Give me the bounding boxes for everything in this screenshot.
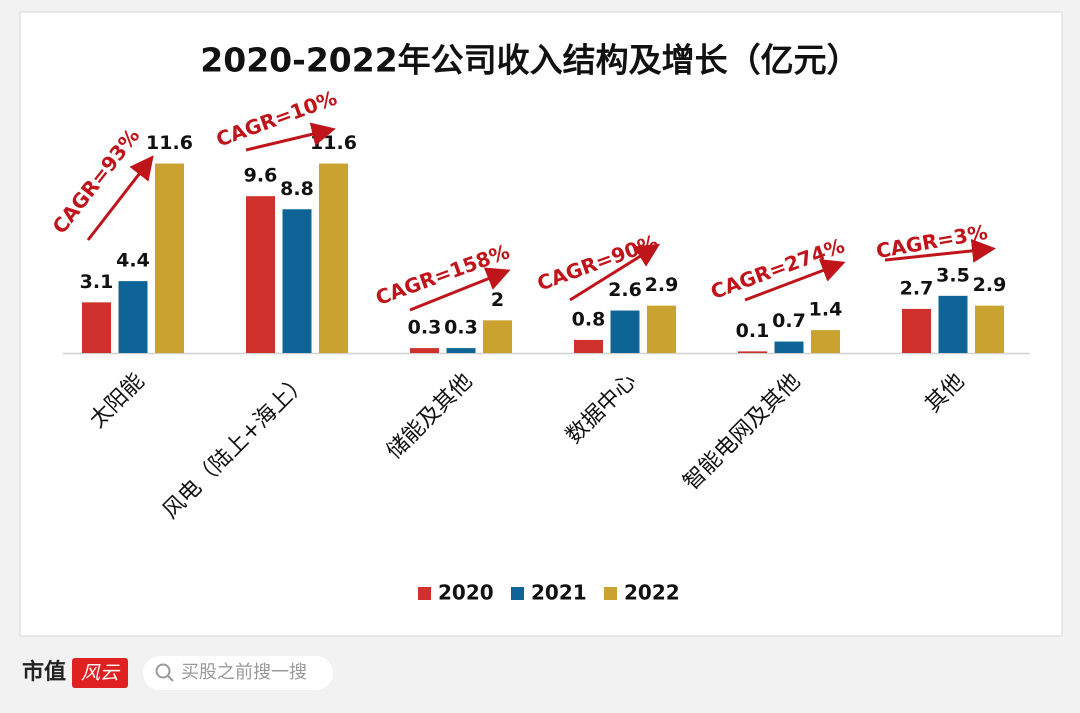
bar xyxy=(574,339,603,353)
bar xyxy=(246,196,275,353)
brand-logo-box xyxy=(72,658,128,688)
value-label: 1.4 xyxy=(809,299,843,321)
annotation-arrow xyxy=(569,243,661,302)
value-label: 2.9 xyxy=(645,274,679,296)
value-label: 11.6 xyxy=(146,132,193,154)
search-icon xyxy=(155,663,171,679)
bar xyxy=(647,305,676,353)
brand-logo: 风云 xyxy=(81,662,121,684)
legend-swatch xyxy=(418,587,431,600)
brand-name: 市值 xyxy=(22,659,66,685)
value-label: 9.6 xyxy=(244,165,278,187)
bar xyxy=(811,330,840,353)
value-label: 3.1 xyxy=(80,271,114,293)
bar xyxy=(774,341,804,353)
bar xyxy=(446,348,476,353)
bar xyxy=(975,305,1004,353)
value-label: 2.6 xyxy=(608,279,642,301)
bar xyxy=(483,320,512,353)
search-box[interactable] xyxy=(143,656,333,690)
annotation-arrow xyxy=(884,238,996,263)
bar xyxy=(155,163,184,353)
annotation-arrow xyxy=(744,259,846,302)
value-label: 2.9 xyxy=(973,274,1007,296)
value-label: 8.8 xyxy=(280,178,314,200)
legend-swatch xyxy=(604,587,617,600)
bar xyxy=(82,302,111,353)
value-label: 2 xyxy=(491,289,504,311)
chart-title: 2020-2022年公司收入结构及增长（亿元） xyxy=(200,41,859,80)
annotation-arrow xyxy=(86,155,154,241)
value-label: 0.3 xyxy=(408,317,442,339)
value-label: 11.6 xyxy=(310,132,357,154)
legend-label: 2022 xyxy=(624,581,680,605)
value-label: 0.7 xyxy=(772,310,806,332)
bar xyxy=(738,351,767,353)
legend-label: 2020 xyxy=(438,581,494,605)
bar xyxy=(282,209,312,353)
value-label: 0.1 xyxy=(736,320,770,342)
bar xyxy=(410,348,439,353)
value-label: 3.5 xyxy=(936,264,970,286)
annotation-arrow xyxy=(409,267,511,312)
bar xyxy=(902,308,931,353)
value-label: 2.7 xyxy=(900,277,934,299)
value-label: 0.8 xyxy=(572,308,606,330)
legend-swatch xyxy=(511,587,524,600)
bar xyxy=(118,281,148,353)
value-label: 0.3 xyxy=(444,317,478,339)
search-placeholder: 买股之前搜一搜 xyxy=(181,662,307,683)
bar xyxy=(610,310,640,353)
chart-card xyxy=(19,11,1063,637)
search-icon-handle xyxy=(167,675,174,682)
annotation-arrow xyxy=(245,122,336,152)
bar xyxy=(319,163,348,353)
bar xyxy=(938,295,968,353)
value-label: 4.4 xyxy=(116,250,150,272)
legend-label: 2021 xyxy=(531,581,587,605)
